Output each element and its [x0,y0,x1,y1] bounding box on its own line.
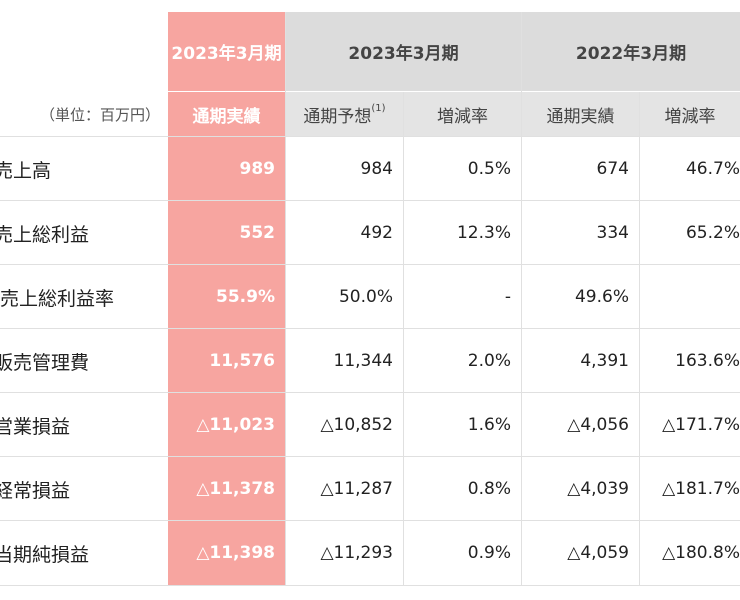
highlight-subheader: 通期実績 [168,92,285,136]
row-divider [0,392,740,393]
column-divider [285,12,286,586]
forecast-2023-cell: △11,293 [320,543,393,563]
actual-2023-cell: 55.9% [168,265,285,329]
rate-2022-cell: 163.6% [675,351,740,371]
actual-subheader-2022: 通期実績 [522,92,639,136]
row-label: 売上総利益 [0,223,90,246]
row-divider [0,328,740,329]
rate-2023-cell: 1.6% [467,415,511,435]
forecast-2023-cell: △10,852 [320,415,393,435]
actual-2022-cell: △4,059 [567,543,629,563]
rate-2022-cell: △171.7% [662,415,740,435]
rate-2023-cell: 0.9% [467,543,511,563]
row-divider [0,456,740,457]
row-label: 経常損益 [0,479,71,502]
row-label: 売上総利益率 [0,287,115,310]
actual-2022-cell: △4,056 [567,415,629,435]
forecast-2023-cell: △11,287 [320,479,393,499]
row-label: 販売管理費 [0,351,90,374]
actual-2023-cell: △11,398 [168,521,285,585]
rate-2023-cell: - [504,287,511,307]
period-2023-header: 2023年3月期 [286,12,521,91]
rate-2023-cell: 0.5% [467,159,511,179]
column-divider [403,92,404,586]
rate-2022-cell: 46.7% [685,159,740,179]
actual-2022-cell: 4,391 [580,351,629,371]
rate-2023-cell: 12.3% [456,223,511,243]
rate-subheader-2022: 増減率 [640,92,740,136]
row-divider [0,585,740,586]
rate-2022-cell: 65.2% [685,223,740,243]
rate-2023-cell: 2.0% [467,351,511,371]
forecast-2023-cell: 50.0% [338,287,393,307]
row-divider [0,264,740,265]
highlight-period-header: 2023年3月期 [168,12,285,91]
forecast-2023-cell: 11,344 [333,351,393,371]
actual-2022-cell: 49.6% [574,287,629,307]
column-divider [521,12,522,586]
forecast-note-marker: (1) [371,102,386,114]
row-label: 売上高 [0,159,52,182]
forecast-2023-cell: 492 [360,223,393,243]
row-divider [0,520,740,521]
period-2022-header: 2022年3月期 [522,12,740,91]
rate-2022-cell [640,265,740,329]
row-divider [0,136,740,137]
row-label: 当期純損益 [0,543,90,566]
actual-2022-cell: 334 [596,223,629,243]
forecast-subheader: 通期予想 (1) [286,92,403,136]
rate-2023-cell: 0.8% [467,479,511,499]
forecast-subheader-label: 通期予想 [303,106,372,127]
rate-2022-cell: △180.8% [662,543,740,563]
actual-2023-cell: 11,576 [168,329,285,393]
rate-2022-cell: △181.7% [662,479,740,499]
actual-2022-cell: 674 [596,159,629,179]
actual-2023-cell: △11,378 [168,457,285,521]
actual-2023-cell: 552 [168,201,285,265]
forecast-2023-cell: 984 [360,159,393,179]
actual-2023-cell: 989 [168,137,285,201]
actual-2023-cell: △11,023 [168,393,285,457]
column-divider [639,92,640,586]
actual-2022-cell: △4,039 [567,479,629,499]
unit-label: （単位：百万円） [39,105,160,124]
row-label: 営業損益 [0,415,71,438]
row-divider [0,200,740,201]
rate-subheader-2023: 増減率 [404,92,521,136]
